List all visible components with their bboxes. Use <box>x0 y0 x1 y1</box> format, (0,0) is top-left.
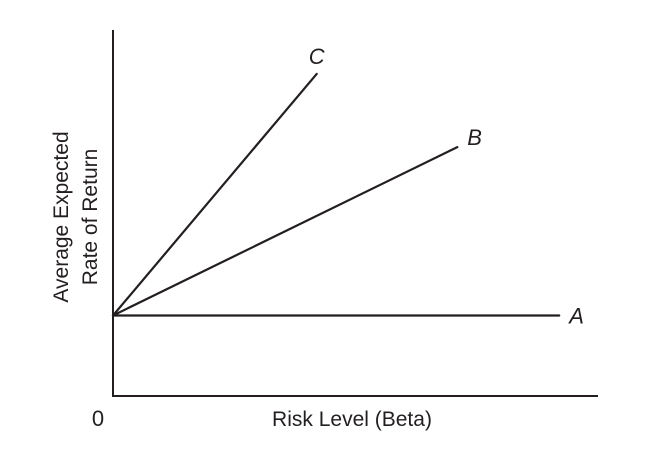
series-label-c: C <box>309 44 325 69</box>
y-axis-title-line-1: Average Expected <box>50 131 73 302</box>
series-label-group: A B C <box>309 44 584 329</box>
origin-label: 0 <box>92 406 104 431</box>
series-group <box>111 72 561 317</box>
series-line-c <box>111 72 318 317</box>
x-axis-title: Risk Level (Beta) <box>272 408 432 431</box>
series-label-b: B <box>467 125 482 150</box>
series-line-b <box>111 146 459 317</box>
y-axis-title-line-2: Rate of Return <box>79 149 102 286</box>
series-label-a: A <box>567 304 584 329</box>
